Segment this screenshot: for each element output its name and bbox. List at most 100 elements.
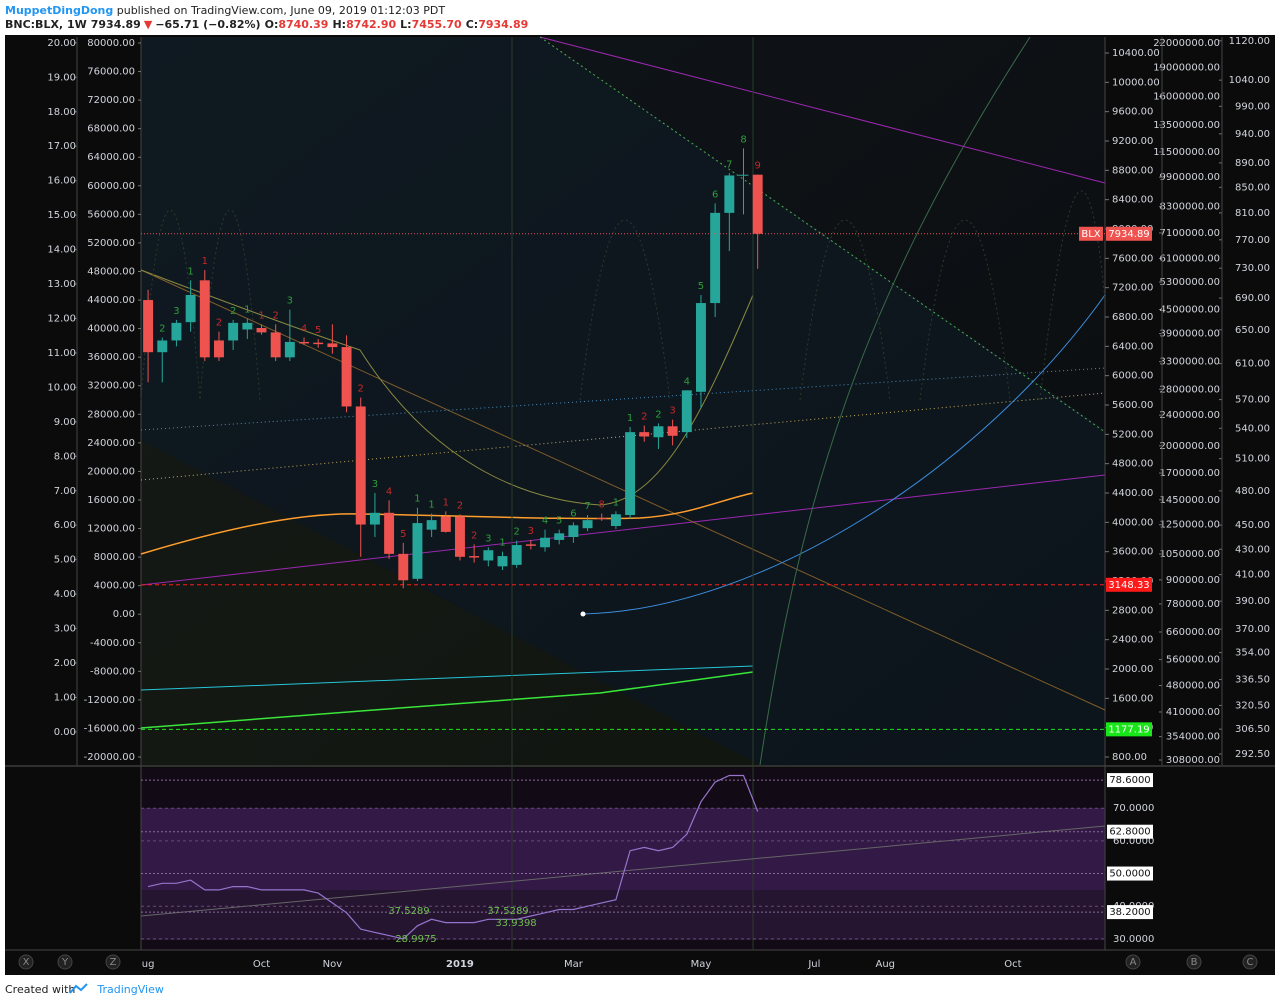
- y-tick-label: 5300000.00: [1160, 277, 1220, 288]
- cycle-wave: [140, 209, 261, 401]
- y-tick-label: 4.00: [54, 589, 76, 600]
- button-label: Y: [61, 957, 69, 968]
- y-tick-label: 44000.00: [87, 295, 135, 306]
- y-tick-label: 990.00: [1235, 101, 1270, 112]
- toolbar-button[interactable]: Z: [105, 954, 121, 970]
- y-tick-label: 690.00: [1235, 293, 1270, 304]
- candle-body: [639, 432, 650, 437]
- y-tick-label: 810.00: [1235, 208, 1270, 219]
- td-count: 4: [301, 324, 307, 335]
- y-tick-label: 2.00: [54, 658, 76, 669]
- y-tick-label: 3600.00: [1112, 547, 1153, 558]
- y-tick-label: 2800000.00: [1160, 384, 1220, 395]
- y-tick-label: 24000.00: [87, 438, 135, 449]
- y-tick-label: 13.00: [47, 279, 76, 290]
- td-count: 1: [613, 497, 619, 508]
- y-tick-label: 16.00: [47, 176, 76, 187]
- rsi-annotation: 28.9975: [395, 934, 436, 945]
- td-count: 1: [627, 413, 633, 424]
- symbol: BNC:BLX, 1W: [5, 18, 87, 31]
- button-label: A: [1130, 957, 1137, 968]
- y-tick-label: 10.00: [47, 382, 76, 393]
- ohlc-value: 7455.70: [412, 18, 462, 31]
- ohlc-value: 8742.90: [346, 18, 396, 31]
- author-link[interactable]: MuppetDingDong: [5, 4, 113, 17]
- footer: Created with TradingView: [5, 983, 164, 996]
- button-circle: [18, 954, 34, 970]
- y-tick-label: 4400.00: [1112, 488, 1153, 499]
- y-tick-label: 1700000.00: [1160, 468, 1220, 479]
- rsi-level-box: [1107, 866, 1153, 881]
- td-count: 2: [272, 310, 278, 321]
- y-tick-label: 900000.00: [1166, 575, 1220, 586]
- rsi-annotation: 37.5289: [487, 906, 528, 917]
- td-count: 2: [457, 500, 463, 511]
- y-tick-label: 7600.00: [1112, 253, 1153, 264]
- y-tick-label: 9600.00: [1112, 107, 1153, 118]
- candle-body: [426, 520, 437, 530]
- y-tick-label: 2400000.00: [1160, 410, 1220, 421]
- td-count: 3: [485, 533, 491, 544]
- button-circle: [1242, 954, 1258, 970]
- y-tick-label: -12000.00: [84, 695, 135, 706]
- toolbar-button[interactable]: B: [1186, 954, 1202, 970]
- td-count: 3: [669, 406, 675, 417]
- candle-body: [752, 174, 763, 234]
- candle-body: [199, 280, 210, 358]
- button-circle: [1125, 954, 1141, 970]
- y-tick-label: 16000.00: [87, 495, 135, 506]
- y-tick-label: 1120.00: [1229, 36, 1270, 47]
- brand-link[interactable]: TradingView: [96, 983, 163, 996]
- y-tick-label: 6000.00: [1112, 371, 1153, 382]
- candle-body: [256, 327, 267, 333]
- candle-body: [299, 341, 309, 344]
- y-tick-label: 7100000.00: [1160, 228, 1220, 239]
- td-count: 7: [584, 501, 590, 512]
- y-tick-label: -4000.00: [90, 638, 135, 649]
- x-tick-label: 2019: [446, 959, 474, 970]
- anchor-point: [580, 611, 586, 617]
- td-count: 3: [528, 526, 534, 537]
- td-count: 1: [443, 497, 449, 508]
- y-tick-label: 850.00: [1235, 182, 1270, 193]
- toolbar-button[interactable]: A: [1125, 954, 1141, 970]
- x-tick-label: ug: [142, 959, 155, 970]
- candle-body: [214, 340, 224, 358]
- y-tick-label: 540.00: [1235, 423, 1270, 434]
- candle-body: [525, 544, 536, 546]
- candle-body: [143, 300, 154, 353]
- y-tick-label: -8000.00: [90, 666, 135, 677]
- symbol-line: BNC:BLX, 1W 7934.89 ▼ −65.71 (−0.82%) O:8740…: [5, 18, 528, 31]
- y-tick-label: 72000.00: [87, 95, 135, 106]
- td-count: 1: [187, 266, 193, 277]
- change-arrow: ▼: [144, 18, 153, 31]
- toolbar-button[interactable]: X: [18, 954, 34, 970]
- y-tick-label: 5.00: [54, 555, 76, 566]
- td-count: 1: [499, 538, 505, 549]
- y-tick-label: 76000.00: [87, 67, 135, 78]
- y-tick-label: 30.0000: [1113, 934, 1154, 945]
- td-count: 2: [655, 409, 661, 420]
- rsi-line: [147, 774, 759, 940]
- td-count: 9: [754, 161, 760, 172]
- rsi-level-box: [1107, 824, 1153, 839]
- candle-body: [653, 426, 664, 438]
- y-tick-label: 0.00: [54, 727, 76, 738]
- toolbar-button[interactable]: Y: [57, 954, 73, 970]
- td-count: 5: [315, 325, 321, 336]
- y-tick-label: 292.50: [1235, 749, 1270, 760]
- y-tick-label: -20000.00: [84, 752, 135, 763]
- y-tick-label: 354000.00: [1166, 732, 1220, 743]
- td-count: 1: [244, 304, 250, 315]
- ohlc-value: 8740.39: [278, 18, 328, 31]
- candle-body: [483, 550, 494, 561]
- curve: [759, 36, 1031, 766]
- toolbar-button[interactable]: C: [1242, 954, 1258, 970]
- y-tick-label: 20000.00: [87, 466, 135, 477]
- y-tick-label: 14.00: [47, 245, 76, 256]
- header-line: MuppetDingDong published on TradingView.…: [5, 4, 445, 17]
- shaded-zone: [141, 37, 1105, 765]
- last-price-box: [1106, 226, 1152, 241]
- y-tick-label: 4000.00: [1112, 517, 1153, 528]
- y-tick-label: 370.00: [1235, 624, 1270, 635]
